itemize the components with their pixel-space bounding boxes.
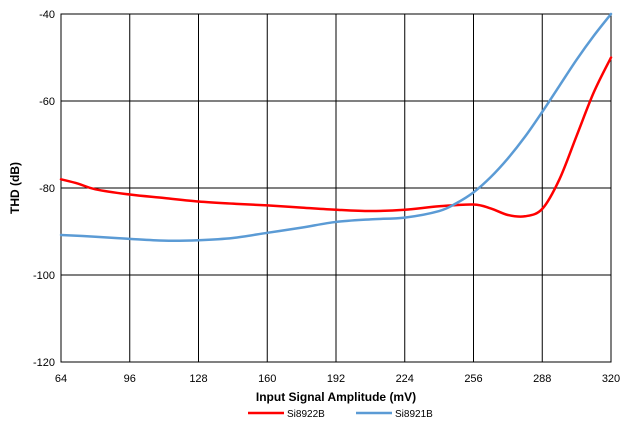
legend-label-si8922b: Si8922B: [287, 409, 325, 420]
y-tick-labels: -120 -100 -80 -60 -40: [33, 9, 55, 369]
x-tick-label: 320: [602, 373, 620, 385]
x-tick-label: 288: [533, 373, 551, 385]
y-tick-label: -40: [39, 9, 55, 21]
y-tick-label: -60: [39, 96, 55, 108]
x-tick-label: 256: [464, 373, 482, 385]
grid-lines: [60, 13, 612, 363]
y-tick-label: -100: [33, 270, 55, 282]
x-tick-labels: 64 96 128 160 192 224 256 288 320: [55, 373, 620, 385]
y-tick-label: -80: [39, 183, 55, 195]
x-tick-label: 64: [55, 373, 67, 385]
y-axis-label: THD (dB): [8, 162, 22, 214]
series-lines: [59, 12, 613, 242]
series-line-si8921b: [59, 12, 613, 242]
x-tick-label: 128: [189, 373, 207, 385]
x-tick-label: 96: [124, 373, 136, 385]
x-tick-label: 224: [396, 373, 414, 385]
x-tick-label: 160: [258, 373, 276, 385]
legend-label-si8921b: Si8921B: [395, 409, 433, 420]
x-tick-label: 192: [327, 373, 345, 385]
y-tick-label: -120: [33, 357, 55, 369]
legend: Si8922B Si8921B: [248, 409, 433, 420]
series-line-si8922b: [59, 56, 613, 218]
x-axis-label: Input Signal Amplitude (mV): [256, 390, 416, 404]
